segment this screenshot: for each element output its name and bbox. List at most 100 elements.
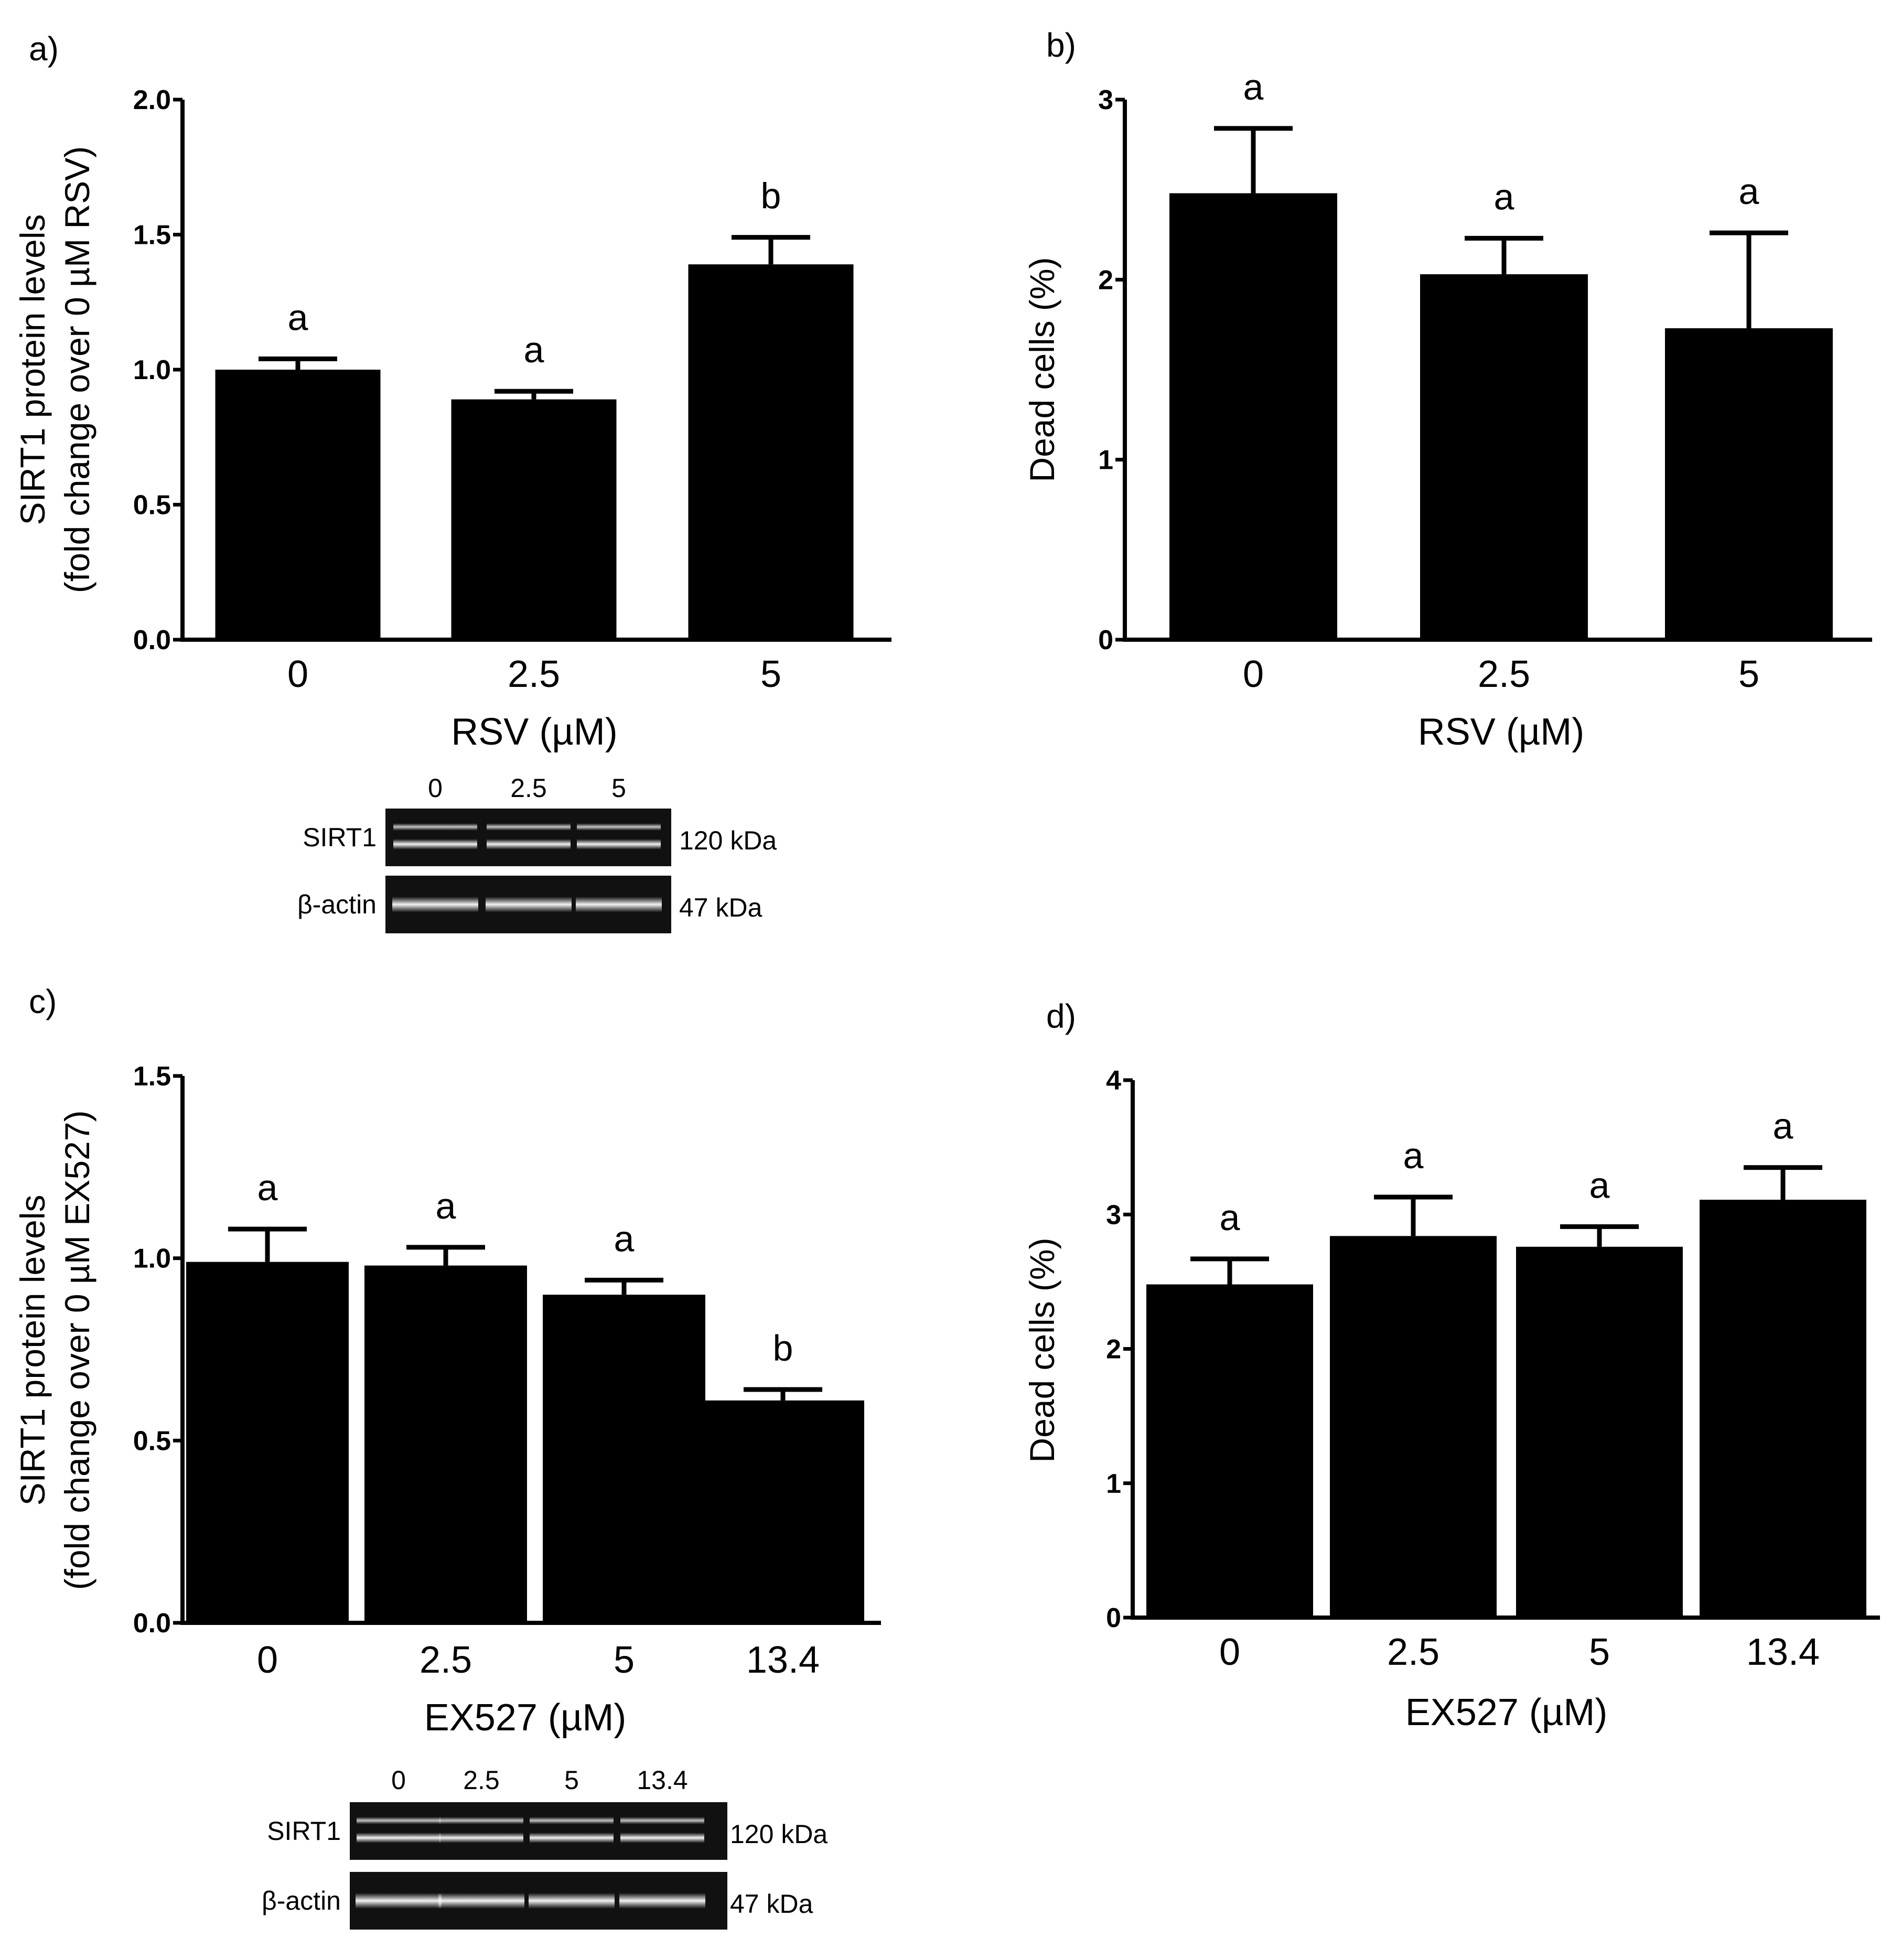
y-tick-label: 2 [1098,265,1113,295]
chart-panel-1: a) 0.0 0.5 1.0 1.5 2.0 a 0 a 2.5 b 5 RSV (µM) SIRT1 p… [13,30,891,933]
x-tick-label: 0 [257,1639,278,1681]
x-tick-label: 2.5 [1478,653,1530,695]
blot-lane-label: 5 [564,1765,579,1795]
x-tick-label: 5 [1589,1631,1610,1673]
blot-band [357,1833,440,1843]
y-tick-label: 0.0 [133,625,171,655]
x-tick-label: 5 [760,653,781,695]
blot-lane-label: 0 [391,1765,406,1795]
significance-label: a [524,329,544,370]
significance-label: a [1494,176,1514,217]
x-axis-label: RSV (µM) [1418,711,1584,753]
blot-band [487,823,571,831]
blot-band [393,823,477,831]
blot-row-label: β-actin [262,1886,341,1915]
bar [1665,328,1833,640]
blot-size-label: 47 kDa [679,893,762,922]
y-tick-label: 2 [1106,1334,1121,1365]
y-tick-label: 3 [1098,85,1113,115]
blot-band [619,1893,705,1909]
blot-band [357,1817,440,1824]
blot-band [439,1833,523,1843]
y-axis-label: Dead cells (%) [1023,257,1061,482]
western-blot: 0 2.5 5 SIRT1 120 kDa β-actin 47 kDa [297,773,777,933]
y-tick-label: 4 [1106,1065,1121,1096]
y-axis-label: Dead cells (%) [1023,1237,1061,1462]
significance-label: a [1773,1106,1793,1147]
y-tick-label: 1.0 [133,355,171,385]
chart-panel-3: c) 0.0 0.5 1.0 1.5 a 0 a 2.5 a 5 b 13.4 EX527 (µM) SIR… [13,983,881,1930]
blot-row-label: SIRT1 [267,1816,341,1846]
blot-size-label: 120 kDa [730,1819,828,1849]
y-tick-label: 1.5 [133,1061,171,1092]
y-tick-label: 1.0 [133,1244,171,1274]
x-tick-label: 2.5 [1387,1631,1439,1673]
blot-band [356,1893,442,1909]
significance-label: b [761,176,781,217]
blot-band [486,897,572,912]
y-axis-label-line2: (fold change over 0 µM EX527) [58,1111,96,1590]
blot-row-label: SIRT1 [303,823,377,852]
blot-band [577,823,661,831]
bar [1169,193,1337,640]
significance-label: b [773,1328,793,1369]
blot-band [530,1833,614,1843]
y-tick-label: 1 [1098,445,1113,476]
significance-label: a [1243,67,1264,107]
bar [688,264,854,640]
significance-label: a [1589,1165,1610,1205]
x-tick-label: 0 [1243,653,1264,695]
y-tick-label: 0 [1106,1603,1121,1633]
bar [1516,1246,1683,1618]
significance-label: a [257,1167,278,1208]
blot-band [438,1893,524,1909]
blot-strip [385,809,671,866]
blot-row-label: β-actin [297,890,377,919]
panel-label: b) [1046,26,1076,64]
significance-label: a [1739,171,1759,212]
significance-label: a [288,297,308,338]
bar [215,370,381,640]
chart-panel-2: b) 0 1 2 3 a 0 a 2.5 a 5 RSV (µM) Dead cells (%) [1023,26,1872,753]
y-axis-label: SIRT1 protein levels [13,1194,52,1505]
y-tick-label: 0 [1098,625,1113,655]
significance-label: a [1220,1197,1240,1238]
blot-band [530,1817,614,1824]
panel-label: d) [1046,997,1076,1035]
bar [1330,1236,1497,1618]
bar [1700,1200,1866,1618]
y-tick-label: 0.5 [133,490,171,521]
bar [1146,1284,1313,1618]
panel-label: a) [29,30,59,68]
blot-lane-label: 13.4 [637,1765,687,1795]
bar [451,399,617,640]
y-axis-label-line2: (fold change over 0 µM RSV) [58,146,96,593]
y-tick-label: 0.0 [133,1608,171,1639]
blot-band [620,1833,704,1843]
x-axis-label: EX527 (µM) [424,1697,627,1739]
bar [364,1265,527,1623]
blot-lane-label: 0 [428,773,443,803]
bar [186,1262,349,1623]
bar [702,1400,864,1623]
chart-panel-4: d) 0 1 2 3 4 a 0 a 2.5 a 5 a 13.4 EX527 (µM) Dead cells… [1023,997,1880,1733]
blot-size-label: 120 kDa [679,826,777,855]
x-tick-label: 13.4 [746,1639,820,1681]
x-tick-label: 5 [614,1639,635,1681]
x-axis-label: EX527 (µM) [1405,1692,1608,1733]
blot-band [577,839,661,849]
significance-label: a [436,1186,456,1226]
y-tick-label: 1.5 [133,220,171,251]
x-tick-label: 13.4 [1746,1631,1820,1673]
x-tick-label: 2.5 [508,653,560,695]
blot-band [393,839,477,849]
significance-label: a [1403,1135,1424,1176]
bar [543,1295,705,1623]
x-axis-label: RSV (µM) [451,711,617,753]
blot-band [439,1817,523,1824]
significance-label: a [614,1218,635,1259]
western-blot: 0 2.5 5 13.4 SIRT1 120 kDa β-actin 47 kDa [262,1765,828,1930]
blot-band [392,897,478,912]
y-tick-label: 3 [1106,1200,1121,1230]
